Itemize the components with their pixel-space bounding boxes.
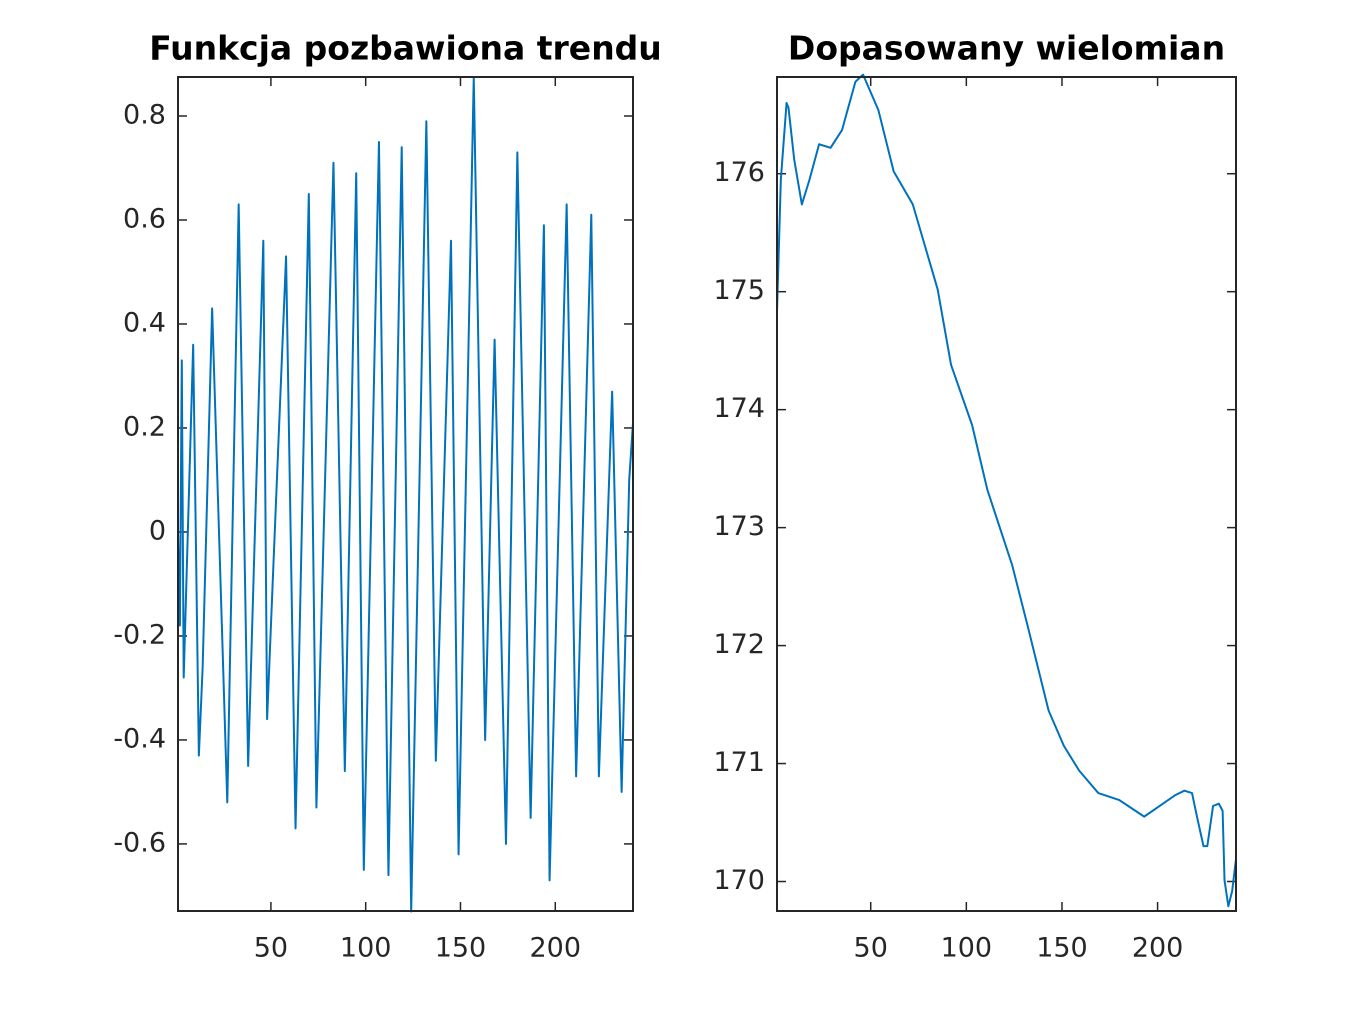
chart-title: Dopasowany wielomian [788, 29, 1225, 68]
y-tick-label: -0.6 [113, 827, 166, 858]
x-tick-label: 150 [1036, 933, 1088, 964]
y-tick-label: 0.6 [123, 203, 166, 234]
y-tick-label: 0.2 [123, 411, 166, 442]
y-tick-label: 174 [713, 393, 765, 424]
chart-title: Funkcja pozbawiona trendu [149, 29, 662, 68]
axes-frame [177, 76, 634, 912]
x-tick-label: 200 [529, 933, 581, 964]
x-tick-label: 100 [941, 933, 993, 964]
y-tick-label: 171 [713, 747, 765, 778]
y-tick-label: 0.4 [123, 307, 166, 338]
y-tick-label: 176 [713, 157, 765, 188]
y-tick-label: 0 [149, 515, 166, 546]
x-tick-label: 100 [340, 933, 392, 964]
x-tick-label: 200 [1132, 933, 1184, 964]
data-line [177, 76, 634, 913]
data-line [776, 73, 1237, 908]
y-tick-label: -0.4 [113, 723, 166, 754]
y-tick-label: 0.8 [123, 99, 166, 130]
x-tick-label: 150 [435, 933, 487, 964]
x-tick-label: 50 [854, 933, 888, 964]
x-tick-label: 50 [254, 933, 288, 964]
y-tick-label: 175 [713, 275, 765, 306]
y-tick-label: 173 [713, 511, 765, 542]
axes-frame [776, 76, 1237, 912]
y-tick-label: 172 [713, 629, 765, 660]
y-tick-label: 170 [713, 865, 765, 896]
y-tick-label: -0.2 [113, 619, 166, 650]
